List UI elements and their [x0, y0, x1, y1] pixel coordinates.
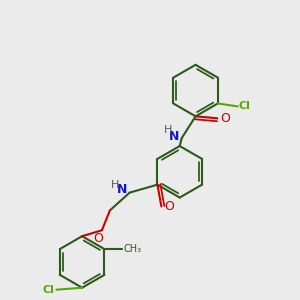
- Text: Cl: Cl: [43, 285, 54, 295]
- Text: Cl: Cl: [239, 101, 250, 111]
- Text: O: O: [164, 200, 174, 213]
- Text: CH₃: CH₃: [123, 244, 141, 254]
- Text: N: N: [169, 130, 179, 142]
- Text: O: O: [220, 112, 230, 125]
- Text: N: N: [117, 183, 127, 196]
- Text: H: H: [111, 180, 119, 190]
- Text: O: O: [93, 232, 103, 245]
- Text: H: H: [164, 125, 172, 135]
